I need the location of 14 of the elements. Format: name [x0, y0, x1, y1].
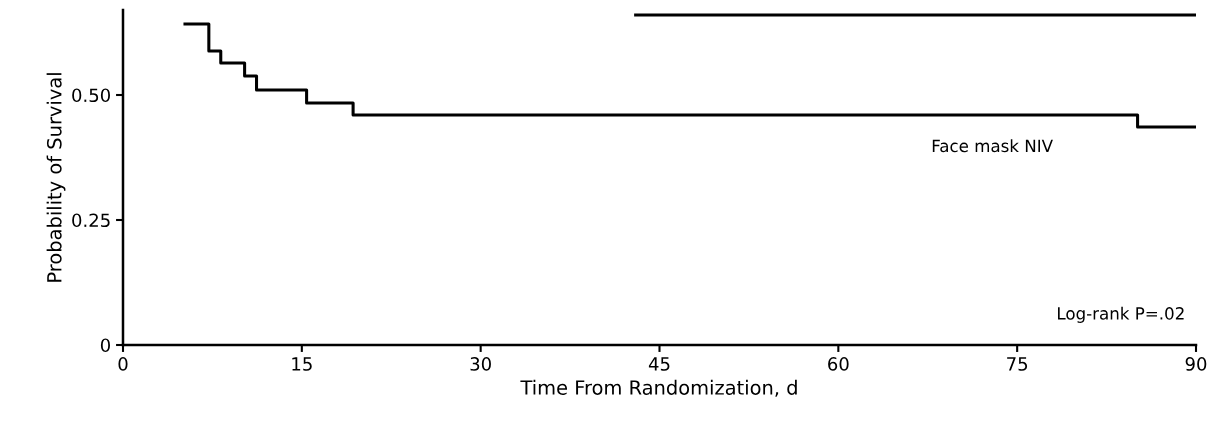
y-tick-label: 0	[100, 338, 110, 353]
x-tick-label: 30	[470, 357, 491, 371]
y-tick-label: 0.50	[72, 88, 110, 103]
x-tick-label: 15	[292, 357, 312, 371]
x-axis-title: Time From Randomization, d	[520, 379, 797, 397]
x-tick-label: 60	[828, 357, 849, 371]
x-tick-label: 0	[118, 357, 128, 371]
x-tick-label: 90	[1185, 357, 1207, 371]
y-tick-label: 0.25	[72, 213, 110, 228]
x-tick-label: 75	[1007, 357, 1028, 371]
annotation: Face mask NIV	[932, 139, 1053, 153]
x-tick-label: 45	[648, 357, 670, 371]
annotation: Log-rank P=.02	[1058, 306, 1184, 323]
y-axis-title: Probability of Survival	[46, 73, 66, 282]
